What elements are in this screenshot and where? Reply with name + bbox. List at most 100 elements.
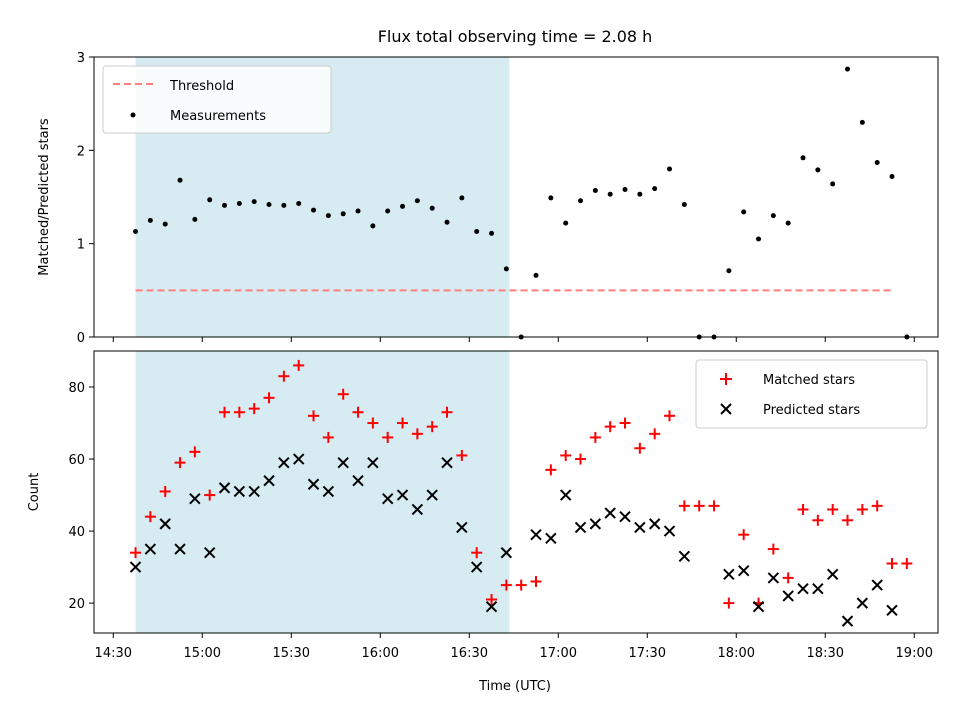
measurement-point (400, 203, 406, 209)
matched-stars-point (367, 417, 379, 429)
x-tick-label: 15:30 (273, 646, 310, 661)
matched-stars-point (575, 453, 587, 465)
measurement-point (548, 195, 554, 201)
chart-title: Flux total observing time = 2.08 h (378, 27, 653, 46)
matched-stars-point (159, 485, 171, 497)
measurement-point (533, 272, 539, 278)
counts-axes-frame (93, 350, 939, 634)
measurement-point (756, 236, 762, 242)
measurement-point (325, 213, 331, 219)
counts-y-axis-label: Count (27, 473, 42, 512)
matched-stars-point (871, 500, 883, 512)
predicted-stars-point (381, 492, 394, 505)
matched-stars-point (856, 503, 868, 515)
predicted-stars-point (634, 521, 646, 534)
ratio-y-tick-label: 2 (77, 144, 85, 159)
matched-stars-point (649, 428, 661, 440)
predicted-stars-point (189, 492, 201, 505)
measurement-point (414, 198, 420, 204)
measurement-point (681, 201, 687, 207)
legend-matched-swatch (720, 373, 732, 385)
predicted-stars-point (337, 456, 349, 469)
matched-stars-point (204, 489, 216, 501)
counts-y-tick-label: 20 (68, 597, 85, 612)
matched-stars-point (382, 431, 394, 443)
legend-measurements-label: Measurements (170, 109, 266, 124)
measurement-point (429, 205, 435, 211)
matched-stars-point (901, 557, 913, 569)
matched-stars-point (337, 388, 349, 400)
predicted-stars-point (797, 582, 809, 595)
matched-stars-point (130, 547, 142, 559)
measurement-point (459, 195, 465, 201)
counts-y-tick-label: 80 (68, 381, 85, 396)
predicted-stars-point (826, 568, 839, 581)
predicted-stars-point (812, 582, 824, 595)
legend-predicted-swatch (720, 403, 732, 415)
predicted-stars-point (574, 521, 587, 534)
matched-stars-point (308, 410, 320, 422)
matched-stars-point (708, 500, 720, 512)
matched-stars-point (189, 446, 201, 458)
matched-stars-point (471, 547, 483, 559)
matched-stars-point (560, 449, 572, 461)
predicted-stars-point (752, 601, 765, 613)
measurement-point (859, 119, 865, 125)
predicted-stars-point (500, 546, 513, 559)
predicted-stars-point (411, 503, 424, 516)
measurement-point (133, 229, 139, 235)
predicted-stars-point (129, 561, 142, 573)
x-tick-label: 17:00 (540, 646, 577, 661)
measurement-point (207, 197, 213, 203)
predicted-stars-point (648, 518, 661, 530)
matched-stars-point (500, 579, 512, 591)
predicted-stars-point (367, 456, 379, 469)
counts-legend-box (695, 359, 928, 429)
measurement-point (652, 186, 658, 192)
measurement-point (222, 202, 228, 208)
matched-stars-point (441, 406, 453, 418)
matched-stars-point (174, 457, 186, 469)
measurement-point (503, 266, 509, 272)
matched-stars-point (530, 575, 542, 587)
predicted-stars-point (307, 478, 320, 490)
predicted-stars-point (322, 485, 335, 498)
ratio-legend-box (102, 65, 332, 134)
matched-stars-point (322, 431, 334, 443)
predicted-stars-point (263, 474, 275, 487)
counts-observing-window (135, 351, 510, 633)
predicted-stars-point (292, 453, 305, 465)
predicted-stars-point (159, 518, 171, 530)
measurement-point (800, 155, 806, 161)
predicted-stars-point (886, 604, 898, 617)
measurement-point (444, 219, 450, 225)
ratio-legend: Threshold Measurements (102, 65, 332, 134)
matched-stars-point (219, 406, 231, 418)
predicted-stars-point (144, 543, 157, 555)
measurement-point (726, 268, 732, 274)
measurement-point (770, 213, 776, 219)
matched-stars-point (664, 410, 676, 422)
predicted-stars-point (441, 456, 453, 469)
matched-stars-point (797, 503, 809, 515)
predicted-stars-point (841, 615, 854, 627)
measurement-point (741, 209, 747, 215)
matched-stars-point (426, 421, 438, 433)
measurement-point (236, 201, 242, 207)
x-tick-label: 15:00 (184, 646, 221, 661)
counts-legend: Matched stars Predicted stars (695, 359, 928, 429)
ratio-y-tick-label: 0 (77, 331, 85, 346)
measurement-point (281, 202, 287, 208)
matched-stars-point (812, 514, 824, 526)
predicted-stars-point (871, 579, 883, 591)
predicted-stars-point (782, 590, 794, 602)
predicted-stars-point (233, 485, 246, 498)
measurement-point (578, 198, 584, 204)
ratio-y-tick-label: 1 (77, 238, 85, 253)
measurement-point (370, 223, 376, 229)
predicted-stars-point (470, 561, 483, 573)
legend-threshold-label: Threshold (169, 79, 234, 94)
predicted-stars-point (856, 597, 869, 609)
measurement-point (845, 66, 851, 72)
predicted-stars-point (619, 510, 631, 523)
